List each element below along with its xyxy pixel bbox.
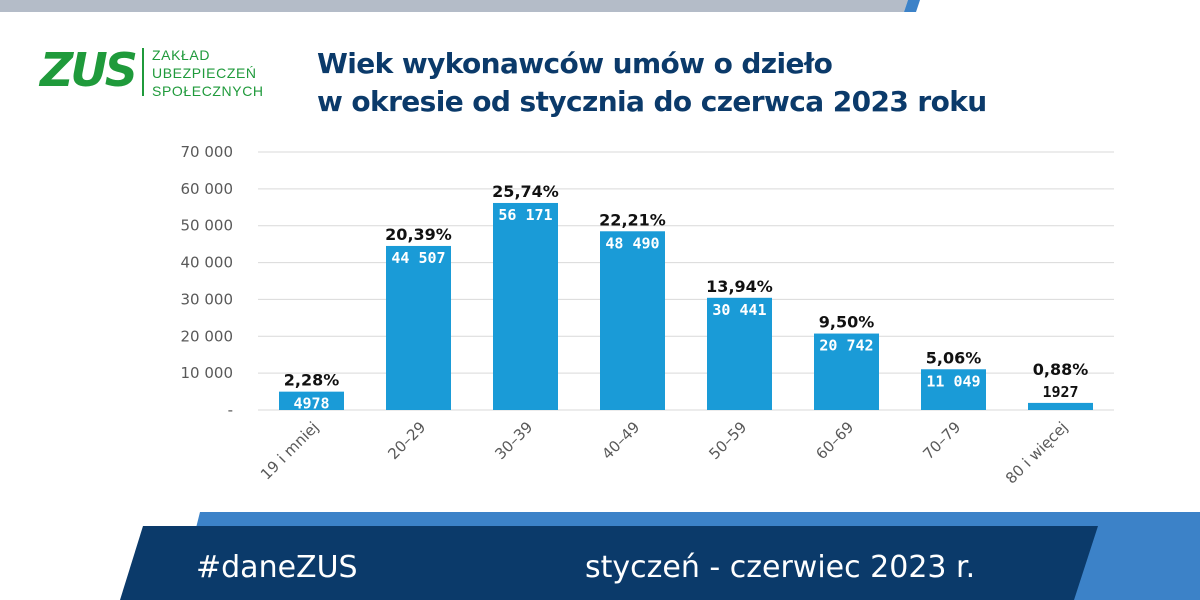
logo-line-2: UBEZPIECZEŃ: [152, 65, 257, 81]
bar: [279, 391, 344, 410]
top-decor-band: [0, 0, 920, 12]
zus-logo: ZUS ZAKŁAD UBEZPIECZEŃ SPOŁECZNYCH: [38, 43, 278, 100]
y-tick-label: 50 000: [181, 217, 234, 235]
y-tick-label: -: [228, 401, 233, 419]
value-label: 56 171: [498, 206, 552, 224]
value-label: 20 742: [819, 337, 873, 355]
value-label: 48 490: [605, 234, 659, 252]
percent-label: 0,88%: [1033, 360, 1089, 379]
bar: [921, 369, 986, 410]
footer-hashtag: #daneZUS: [196, 550, 358, 585]
percent-label: 9,50%: [819, 313, 875, 332]
category-label: 60–69: [812, 418, 857, 463]
percent-label: 13,94%: [706, 277, 773, 296]
y-tick-label: 70 000: [181, 143, 234, 161]
title-line-2: w okresie od stycznia do czerwca 2023 ro…: [317, 85, 987, 118]
logo-mark: ZUS: [40, 43, 138, 97]
footer-band: [120, 512, 1200, 600]
category-label: 70–79: [919, 418, 964, 463]
bar: [814, 333, 879, 410]
bar: [1028, 402, 1093, 410]
value-label: 1927: [1042, 383, 1078, 401]
bar: [707, 297, 772, 410]
percent-label: 2,28%: [284, 371, 340, 390]
category-label: 80 i więcej: [1002, 418, 1071, 487]
value-label: 11 049: [926, 372, 980, 390]
y-tick-label: 40 000: [181, 254, 234, 272]
y-tick-label: 10 000: [181, 364, 234, 382]
logo-line-3: SPOŁECZNYCH: [152, 83, 264, 99]
value-label: 4978: [293, 395, 329, 413]
category-label: 50–59: [705, 418, 750, 463]
percent-label: 22,21%: [599, 210, 666, 229]
percent-label: 25,74%: [492, 182, 559, 201]
value-label: 44 507: [391, 249, 445, 267]
logo-separator: [142, 48, 144, 96]
percent-label: 5,06%: [926, 348, 982, 367]
category-label: 19 i mniej: [257, 418, 322, 483]
y-tick-label: 60 000: [181, 180, 234, 198]
category-label: 20–29: [384, 418, 429, 463]
logo-line-1: ZAKŁAD: [152, 47, 211, 63]
category-label: 30–39: [491, 418, 536, 463]
category-label: 40–49: [598, 418, 643, 463]
bar: [386, 245, 451, 410]
title-line-1: Wiek wykonawców umów o dzieło: [317, 47, 833, 80]
footer-period: styczeń - czerwiec 2023 r.: [585, 550, 976, 585]
y-tick-label: 30 000: [181, 290, 234, 308]
percent-label: 20,39%: [385, 225, 452, 244]
bar: [600, 231, 665, 410]
chart-title: Wiek wykonawców umów o dzieło w okresie …: [317, 45, 1177, 121]
logo-text: ZAKŁAD UBEZPIECZEŃ SPOŁECZNYCH: [152, 46, 264, 100]
y-tick-label: 20 000: [181, 327, 234, 345]
bar: [493, 202, 558, 410]
value-label: 30 441: [712, 301, 766, 319]
